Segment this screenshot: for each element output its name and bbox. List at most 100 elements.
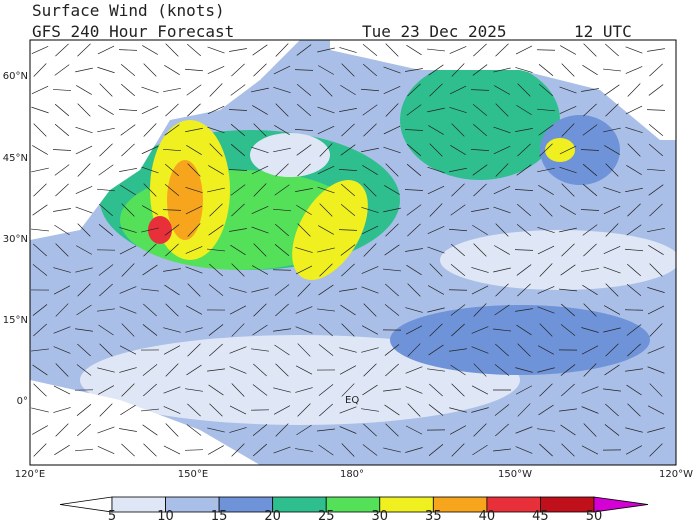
wind-barb (141, 105, 159, 115)
wind-barb (603, 68, 621, 72)
wind-barb (648, 184, 664, 196)
wind-barb (516, 104, 532, 116)
wind-barb (209, 343, 223, 357)
wind-barb (229, 427, 247, 433)
wind-barb (186, 424, 202, 436)
wind-barb (361, 286, 379, 294)
wind-barb (472, 103, 488, 117)
wind-barb (55, 423, 69, 437)
wind-barb (341, 443, 355, 457)
wind-barb (294, 129, 314, 131)
wind-barb (295, 326, 313, 334)
wind-barb (649, 323, 663, 337)
wind-barb (187, 283, 201, 297)
wind-barb (604, 424, 620, 436)
wind-barb (583, 363, 597, 377)
wind-barb (647, 48, 665, 52)
wind-barb (186, 364, 202, 376)
wind-barb (53, 285, 71, 295)
wind-barb (494, 304, 510, 316)
wind-barb (208, 165, 224, 175)
colorbar-label: 45 (532, 509, 549, 524)
wind-barb (340, 304, 356, 316)
colorbar-label: 50 (586, 509, 603, 524)
wind-barb (427, 307, 445, 313)
wind-barb (539, 143, 553, 157)
wind-barb (560, 324, 576, 336)
wind-barb (537, 108, 555, 112)
wind-barb (647, 305, 665, 315)
wind-barb (361, 206, 379, 214)
wind-barb (118, 49, 138, 51)
wind-barb (251, 206, 269, 214)
wind-barb (274, 284, 290, 296)
wind-barb (648, 84, 664, 96)
wind-barb (251, 87, 269, 93)
wind-barb (339, 406, 357, 414)
wind-barb (449, 228, 467, 232)
wind-barb (539, 263, 553, 277)
wind-barb (472, 224, 488, 236)
wind-barb (605, 223, 619, 237)
wind-barb (363, 243, 377, 257)
wind-barb (472, 164, 488, 176)
wind-barb (97, 446, 115, 454)
wind-barb (164, 163, 180, 177)
wind-barb (341, 383, 355, 397)
wind-barb (295, 188, 313, 192)
wind-barb (493, 126, 511, 134)
wind-barb (318, 444, 334, 456)
wind-barb (318, 384, 334, 396)
wind-barb (209, 263, 223, 277)
wind-barb (143, 123, 157, 137)
wind-barb (605, 403, 619, 417)
wind-barb (230, 244, 246, 256)
wind-barb (185, 246, 203, 254)
wind-barb (626, 384, 642, 396)
wind-barb (515, 426, 533, 434)
wind-barb (582, 163, 598, 177)
lon-label: 120°W (659, 469, 693, 480)
wind-barb (383, 66, 401, 74)
wind-barb (317, 47, 335, 53)
wind-barb (121, 143, 135, 157)
wind-barb (296, 103, 312, 117)
wind-barb (493, 67, 511, 73)
wind-barb (229, 48, 247, 52)
wind-barb (297, 403, 311, 417)
wind-barb (627, 403, 641, 417)
wind-barb (605, 43, 619, 57)
wind-barb (449, 425, 467, 435)
wind-barb (143, 183, 157, 197)
wind-barb (581, 88, 599, 92)
wind-barb (76, 304, 92, 316)
wind-barb (493, 185, 511, 195)
wind-barb (275, 103, 289, 117)
wind-barb (97, 308, 115, 312)
wind-barb (31, 106, 49, 114)
wind-barb (559, 106, 577, 114)
wind-barb (515, 45, 533, 55)
wind-barb (427, 107, 445, 113)
wind-barb (473, 423, 487, 437)
wind-barb (407, 403, 421, 417)
wind-barb (406, 104, 422, 116)
wind-barb (581, 406, 599, 414)
wind-barb (560, 264, 576, 276)
wind-barb (275, 163, 289, 177)
wind-barb (427, 166, 445, 174)
wind-barb (142, 424, 158, 436)
wind-barb (385, 103, 399, 117)
wind-barb (405, 366, 423, 374)
wind-barb (165, 423, 179, 437)
wind-barb (603, 186, 621, 194)
wind-barb (624, 309, 644, 311)
wind-barb (561, 443, 575, 457)
wind-barb (163, 406, 181, 414)
wind-barb (54, 64, 70, 76)
wind-barb (54, 123, 70, 137)
wind-barb (515, 385, 533, 395)
wind-barb (32, 425, 48, 435)
wind-barb (33, 243, 47, 257)
wind-barb (54, 164, 70, 176)
